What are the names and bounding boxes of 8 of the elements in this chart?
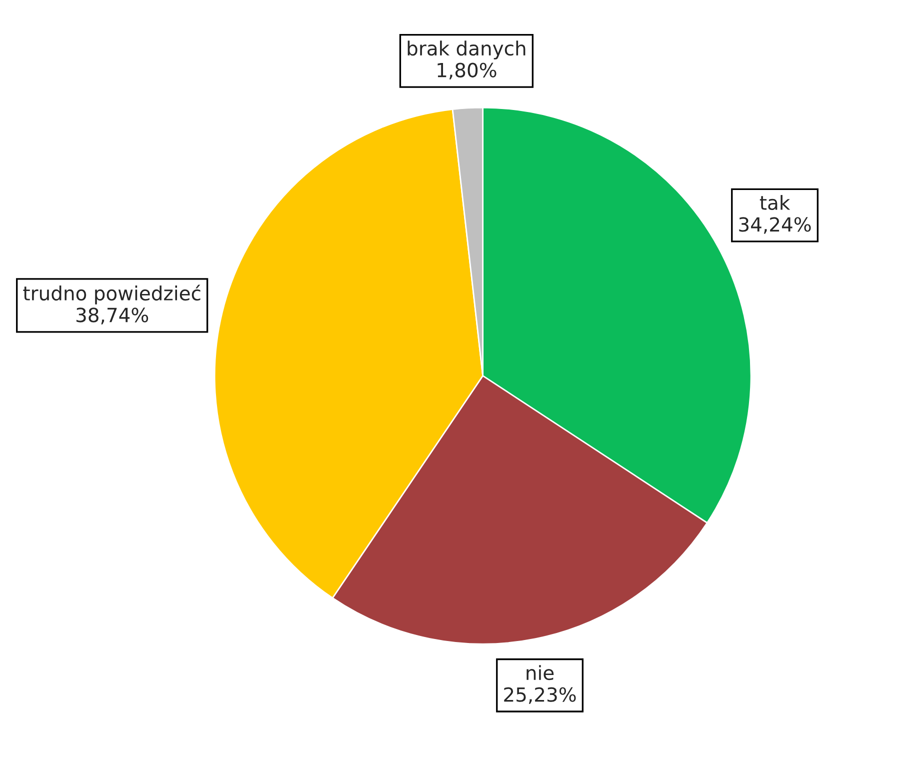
- data-label: 34,24%: [739, 217, 811, 234]
- slice-label: brak danych: [408, 40, 526, 60]
- slice-label: trudno powiedzieć: [23, 284, 200, 304]
- slice-label: tak: [760, 194, 790, 210]
- slice-label: nie: [526, 665, 554, 680]
- data-label: 38,74%: [76, 308, 148, 324]
- data-label: 1,80%: [438, 62, 496, 80]
- data-label: 25,23%: [504, 687, 576, 704]
